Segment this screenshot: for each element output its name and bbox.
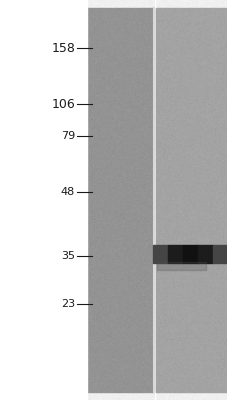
Bar <box>167 245 182 263</box>
Bar <box>0 0 86 400</box>
Bar <box>86 8 153 392</box>
Text: 158: 158 <box>51 42 75 54</box>
Bar <box>197 245 212 263</box>
Text: 35: 35 <box>61 251 75 261</box>
Bar <box>155 8 227 392</box>
Text: 79: 79 <box>61 131 75 141</box>
Bar <box>152 245 167 263</box>
Text: 106: 106 <box>51 98 75 110</box>
Bar <box>182 245 197 263</box>
Text: 23: 23 <box>61 299 75 309</box>
Bar <box>212 245 227 263</box>
Text: 48: 48 <box>61 187 75 197</box>
Bar <box>156 262 205 270</box>
